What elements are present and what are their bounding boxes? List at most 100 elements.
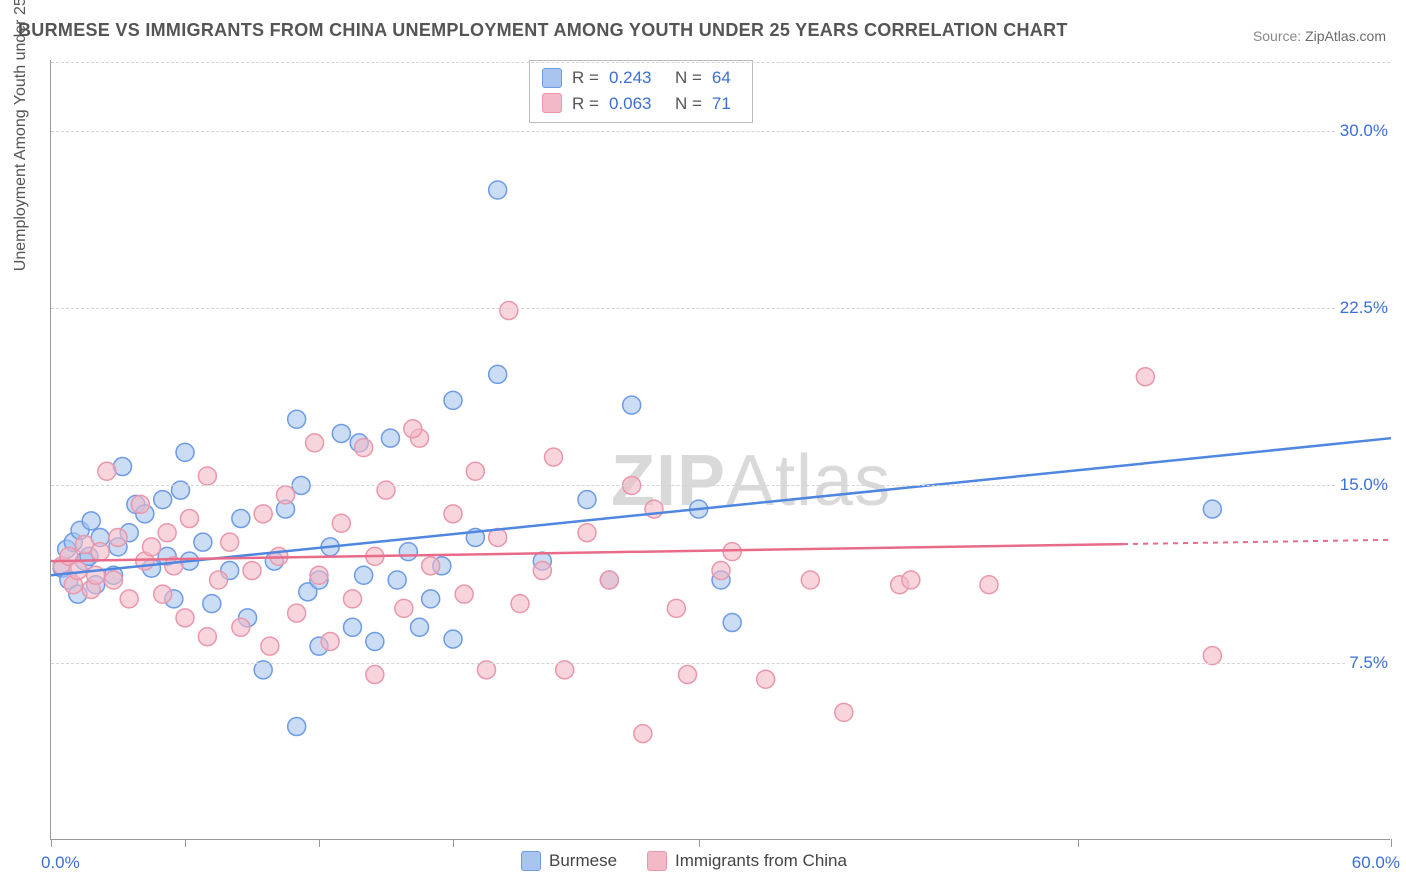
data-point — [69, 562, 87, 580]
data-point — [667, 599, 685, 617]
stat-label: R = — [572, 91, 599, 117]
y-tick-label: 7.5% — [1345, 653, 1392, 673]
x-tick — [185, 839, 186, 847]
stat-r-value: 0.063 — [609, 91, 665, 117]
data-point — [158, 524, 176, 542]
gridline — [51, 485, 1390, 486]
data-point — [578, 524, 596, 542]
data-point — [344, 618, 362, 636]
data-point — [902, 571, 920, 589]
data-point — [176, 443, 194, 461]
stats-legend-row: R =0.063N =71 — [542, 91, 740, 117]
data-point — [277, 486, 295, 504]
data-point — [723, 614, 741, 632]
plot-area: ZIPAtlas R =0.243N =64R =0.063N =71 Burm… — [50, 60, 1390, 840]
data-point — [198, 628, 216, 646]
y-tick-label: 22.5% — [1336, 298, 1392, 318]
data-point — [203, 595, 221, 613]
chart-title: BURMESE VS IMMIGRANTS FROM CHINA UNEMPLO… — [18, 20, 1068, 41]
y-axis-label: Unemployment Among Youth under 25 years — [12, 0, 30, 271]
data-point — [404, 420, 422, 438]
data-point — [455, 585, 473, 603]
data-point — [143, 538, 161, 556]
y-tick-label: 15.0% — [1336, 475, 1392, 495]
data-point — [154, 491, 172, 509]
legend-label: Burmese — [549, 851, 617, 871]
legend-swatch — [647, 851, 667, 871]
data-point — [82, 512, 100, 530]
gridline — [51, 308, 1390, 309]
data-point — [288, 718, 306, 736]
stat-label: N = — [675, 65, 702, 91]
data-point — [355, 439, 373, 457]
data-point — [332, 424, 350, 442]
stat-n-value: 64 — [712, 65, 740, 91]
data-point — [757, 670, 775, 688]
data-point — [194, 533, 212, 551]
data-point — [355, 566, 373, 584]
data-point — [444, 630, 462, 648]
data-point — [381, 429, 399, 447]
data-point — [634, 725, 652, 743]
legend-swatch — [542, 93, 562, 113]
y-tick-label: 30.0% — [1336, 121, 1392, 141]
x-tick — [453, 839, 454, 847]
x-tick — [699, 839, 700, 847]
data-point — [377, 481, 395, 499]
data-point — [395, 599, 413, 617]
data-point — [306, 434, 324, 452]
data-point — [254, 505, 272, 523]
data-point — [288, 410, 306, 428]
data-point — [511, 595, 529, 613]
trend-line — [51, 544, 1123, 561]
data-point — [221, 533, 239, 551]
legend-item: Immigrants from China — [647, 851, 847, 871]
data-point — [533, 562, 551, 580]
data-point — [444, 391, 462, 409]
data-point — [466, 462, 484, 480]
trend-line-dashed — [1123, 540, 1391, 544]
data-point — [444, 505, 462, 523]
data-point — [980, 576, 998, 594]
data-point — [154, 585, 172, 603]
data-point — [712, 562, 730, 580]
data-point — [723, 543, 741, 561]
x-tick — [51, 839, 52, 847]
source-label: Source: — [1253, 28, 1301, 44]
legend-swatch — [542, 68, 562, 88]
data-point — [98, 462, 116, 480]
data-point — [210, 571, 228, 589]
data-point — [679, 666, 697, 684]
data-point — [321, 632, 339, 650]
stats-legend-row: R = 0.243 N = 64 — [542, 65, 740, 91]
data-point — [310, 566, 328, 584]
stat-r-value: 0.243 — [609, 65, 665, 91]
data-point — [366, 666, 384, 684]
data-point — [1203, 500, 1221, 518]
data-point — [489, 181, 507, 199]
data-point — [120, 590, 138, 608]
trend-line — [51, 438, 1391, 575]
legend-swatch — [521, 851, 541, 871]
source-value: ZipAtlas.com — [1305, 28, 1386, 44]
data-point — [600, 571, 618, 589]
data-point — [1136, 368, 1154, 386]
gridline — [51, 62, 1390, 63]
stat-label: N = — [675, 91, 702, 117]
data-point — [411, 618, 429, 636]
x-tick — [1391, 839, 1392, 847]
legend-item: Burmese — [521, 851, 617, 871]
stat-label: R = — [572, 65, 599, 91]
gridline — [51, 131, 1390, 132]
data-point — [578, 491, 596, 509]
data-point — [243, 562, 261, 580]
data-point — [623, 396, 641, 414]
data-point — [332, 514, 350, 532]
data-point — [422, 590, 440, 608]
data-point — [176, 609, 194, 627]
x-axis-max-label: 60.0% — [1352, 853, 1400, 873]
data-point — [172, 481, 190, 499]
data-point — [500, 302, 518, 320]
data-point — [388, 571, 406, 589]
data-point — [180, 510, 198, 528]
